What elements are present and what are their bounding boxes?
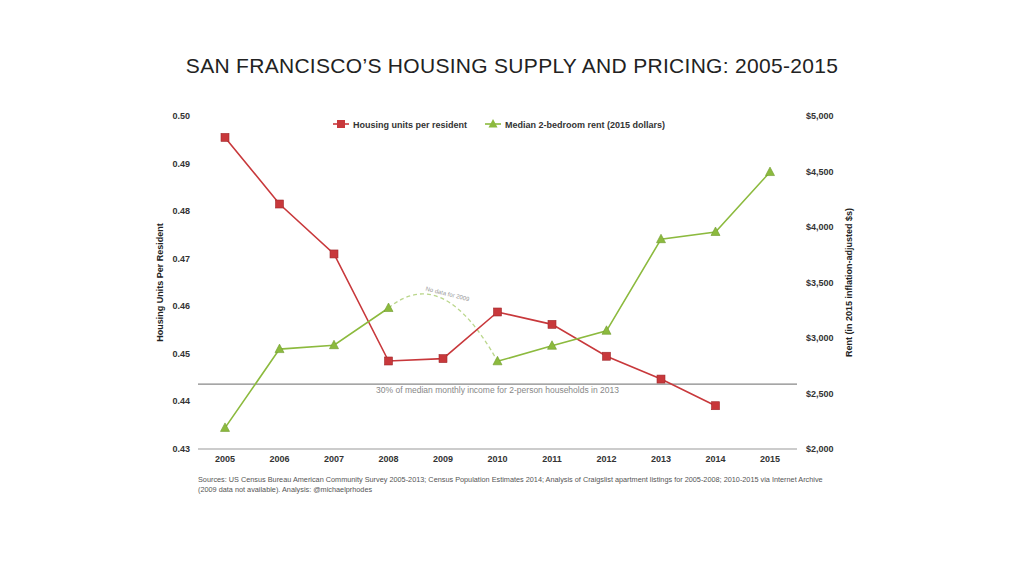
marker xyxy=(548,341,557,350)
legend-label: Housing units per resident xyxy=(353,120,467,130)
series-line xyxy=(225,172,770,428)
y-tick-label: 0.48 xyxy=(172,206,190,216)
y2-tick-label: $4,500 xyxy=(806,167,834,177)
marker xyxy=(493,356,502,365)
chart: SAN FRANCISCO’S HOUSING SUPPLY AND PRICI… xyxy=(0,0,1024,576)
y2-tick-label: $2,500 xyxy=(806,389,834,399)
y2-axis-title: Rent (in 2015 inflation-adjusted $s) xyxy=(844,208,854,357)
plot-area xyxy=(221,133,775,431)
y-tick-label: 0.43 xyxy=(172,444,190,454)
marker xyxy=(603,352,611,360)
marker xyxy=(330,340,339,349)
marker xyxy=(439,355,447,363)
marker xyxy=(384,303,393,312)
y-tick-label: 0.45 xyxy=(172,349,190,359)
source-note: Sources: US Census Bureau American Commu… xyxy=(198,475,823,484)
title: SAN FRANCISCO’S HOUSING SUPPLY AND PRICI… xyxy=(186,54,838,77)
legend-label: Median 2-bedroom rent (2015 dollars) xyxy=(505,120,665,130)
legend-marker xyxy=(337,120,345,128)
x-tick-label: 2006 xyxy=(269,454,289,464)
x-tick-label: 2014 xyxy=(705,454,725,464)
y-tick-label: 0.44 xyxy=(172,396,190,406)
marker xyxy=(602,326,611,335)
y2-tick-label: $2,000 xyxy=(806,444,834,454)
marker xyxy=(766,167,775,176)
marker xyxy=(330,250,338,258)
gap-note: No data for 2009 xyxy=(425,286,470,303)
legend-marker xyxy=(489,119,498,128)
x-tick-label: 2015 xyxy=(760,454,780,464)
x-tick-label: 2007 xyxy=(324,454,344,464)
marker xyxy=(548,320,556,328)
marker xyxy=(221,133,229,141)
x-axis xyxy=(198,449,797,450)
y-tick-label: 0.50 xyxy=(172,111,190,121)
marker xyxy=(494,308,502,316)
y2-tick-label: $5,000 xyxy=(806,111,834,121)
y-tick-label: 0.47 xyxy=(172,254,190,264)
x-tick-label: 2013 xyxy=(651,454,671,464)
source-note: (2009 data not available). Analysis: @mi… xyxy=(198,485,372,494)
x-tick-label: 2008 xyxy=(378,454,398,464)
x-tick-label: 2010 xyxy=(487,454,507,464)
reference-label: 30% of median monthly income for 2-perso… xyxy=(376,385,619,395)
y-tick-label: 0.46 xyxy=(172,301,190,311)
gap-bridge xyxy=(389,294,498,361)
marker xyxy=(275,344,284,353)
y2-tick-label: $3,500 xyxy=(806,278,834,288)
x-tick-label: 2012 xyxy=(596,454,616,464)
y-tick-label: 0.49 xyxy=(172,159,190,169)
marker xyxy=(712,402,720,410)
y-axis-title: Housing Units Per Resident xyxy=(155,223,165,342)
marker xyxy=(276,200,284,208)
x-tick-label: 2009 xyxy=(433,454,453,464)
marker xyxy=(657,375,665,383)
marker xyxy=(711,227,720,236)
y2-tick-label: $3,000 xyxy=(806,333,834,343)
legend: Housing units per resident Median 2-bedro… xyxy=(333,119,665,130)
marker xyxy=(221,423,230,432)
x-tick-label: 2011 xyxy=(542,454,562,464)
y2-tick-label: $4,000 xyxy=(806,222,834,232)
marker xyxy=(657,234,666,243)
marker xyxy=(385,357,393,365)
x-tick-label: 2005 xyxy=(215,454,235,464)
